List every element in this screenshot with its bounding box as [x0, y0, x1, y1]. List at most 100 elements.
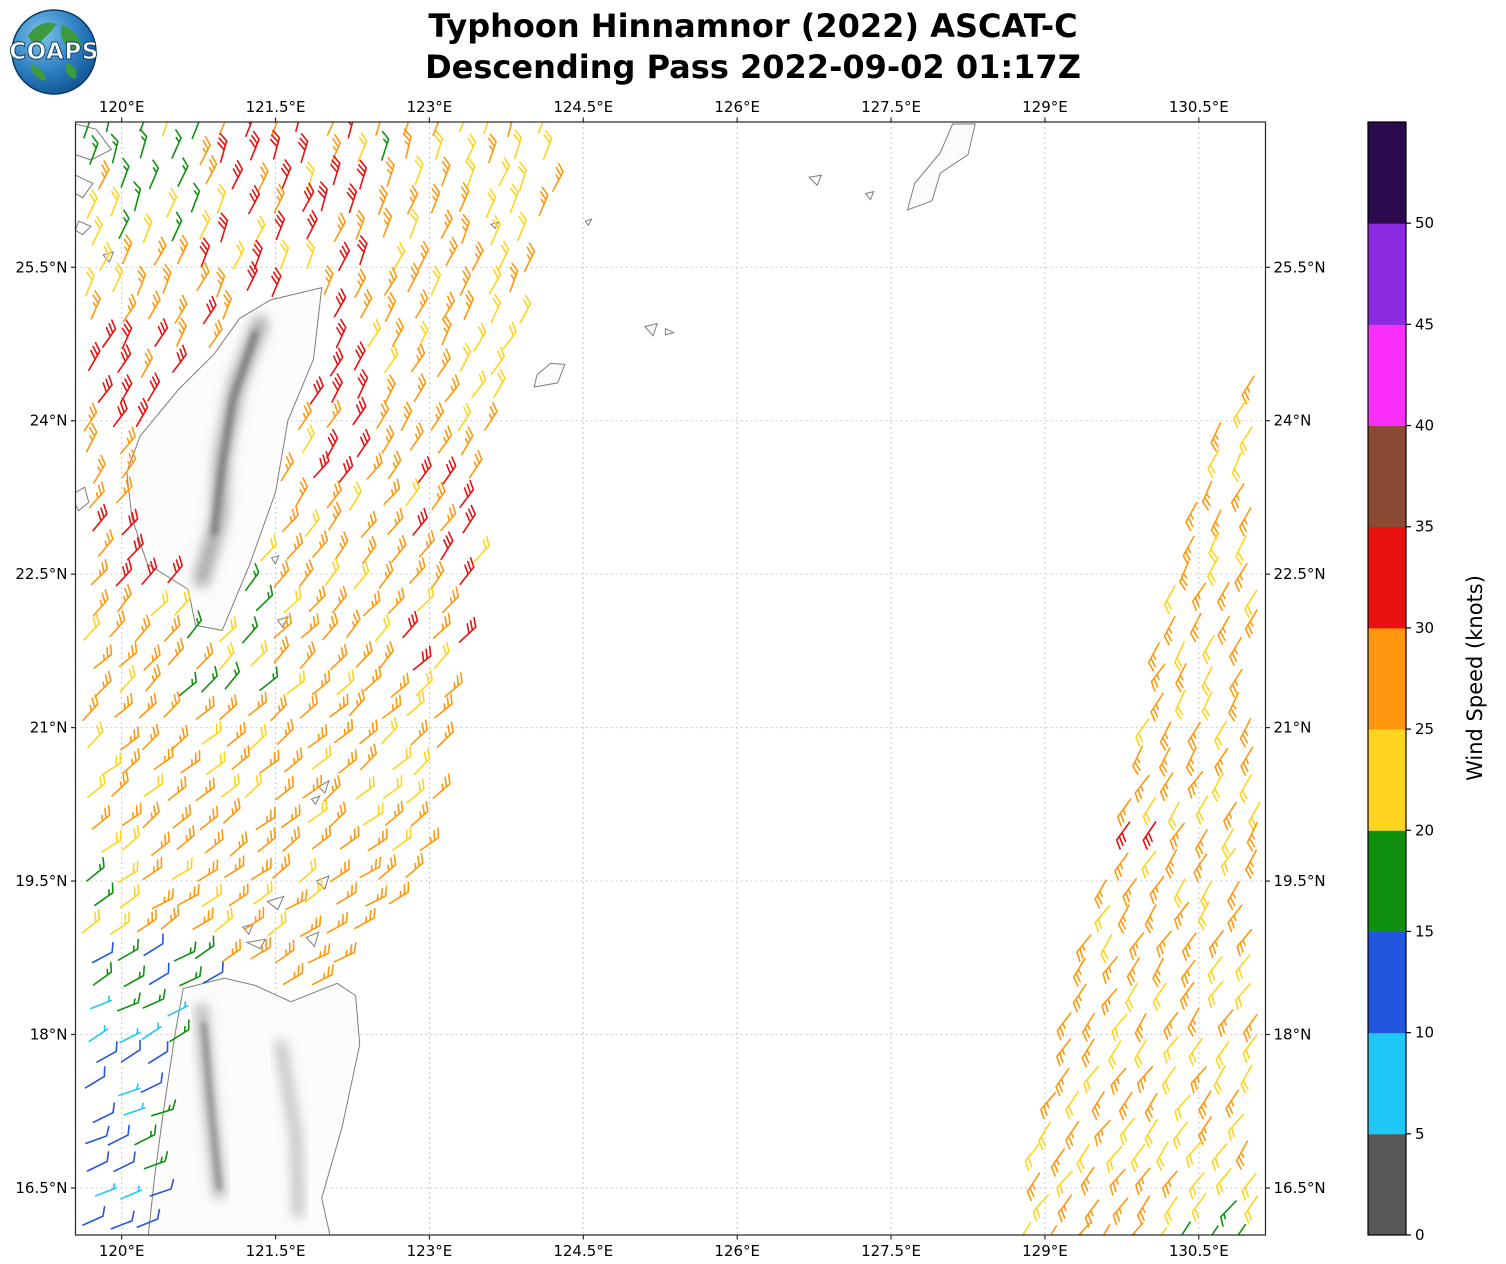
wind-barb [282, 962, 304, 986]
wind-barb [1202, 480, 1213, 511]
wind-barb [410, 719, 428, 746]
wind-barb [273, 612, 292, 639]
wind-barb [419, 827, 440, 852]
wind-barb [329, 643, 348, 671]
wind-barb [285, 889, 308, 911]
wind-barb [93, 644, 113, 669]
lat-tick-label-right: 19.5°N [1274, 872, 1326, 890]
wind-barb [1122, 877, 1137, 907]
wind-barb [337, 455, 354, 484]
wind-barb [299, 915, 322, 938]
wind-barb [173, 941, 197, 962]
wind-barb [1211, 1143, 1227, 1172]
wind-barb [1165, 848, 1178, 879]
terrain-shading [275, 1039, 304, 1219]
lat-tick-label-left: 24°N [30, 412, 68, 430]
wind-barb [1207, 556, 1219, 586]
wind-barb [122, 293, 137, 323]
wind-barb [1072, 957, 1086, 987]
wind-barb [120, 157, 130, 188]
wind-barb [1242, 1034, 1257, 1064]
wind-barb [459, 266, 471, 296]
lat-tick-label-right: 18°N [1274, 1025, 1312, 1043]
land-china-coast-1 [75, 124, 112, 160]
wind-barb [430, 561, 445, 590]
wind-barb [98, 160, 110, 190]
wind-barb [1056, 1170, 1073, 1198]
wind-barb [110, 1210, 135, 1230]
colorbar-tick-label: 0 [1415, 1226, 1425, 1244]
wind-barbs-layer-right [1017, 375, 1261, 1235]
wind-barb [391, 317, 405, 348]
wind-barb [163, 614, 181, 642]
wind-barb [311, 670, 331, 696]
wind-barb [1174, 1094, 1191, 1122]
wind-barb [471, 370, 487, 399]
wind-barb [86, 856, 105, 882]
wind-barb [1245, 849, 1258, 879]
wind-barb [244, 772, 263, 799]
wind-barb [413, 373, 427, 403]
wind-barb [219, 642, 235, 671]
wind-barb [1236, 928, 1253, 957]
plot-border [74, 121, 1267, 1236]
wind-barb [282, 826, 301, 852]
wind-barb [134, 614, 151, 643]
wind-barb [405, 477, 420, 507]
wind-barb [390, 672, 410, 698]
wind-barb [91, 941, 114, 964]
wind-barb [147, 290, 161, 320]
wind-barb [509, 262, 519, 293]
wind-barb [1110, 1067, 1127, 1096]
wind-barb [85, 1125, 110, 1145]
coastline-ishigaki [533, 362, 566, 388]
wind-barb [199, 805, 219, 831]
wind-barb [463, 290, 475, 320]
wind-barb [493, 368, 506, 399]
wind-barb [160, 904, 180, 930]
wind-barb [172, 344, 187, 373]
wind-barbs-layer-left [81, 122, 564, 1230]
wind-barb [359, 719, 378, 745]
wind-barb [224, 661, 241, 690]
wind-barb [458, 182, 470, 212]
logo-continent [28, 22, 56, 45]
wind-barb [257, 827, 277, 853]
wind-barb [442, 456, 457, 485]
wind-barb [257, 162, 269, 192]
wind-barb [1172, 1121, 1189, 1150]
wind-barb [162, 263, 172, 294]
wind-barb [118, 642, 138, 668]
lon-tick-label-bottom: 130.5°E [1169, 1242, 1229, 1260]
wind-barb [336, 669, 355, 696]
wind-barb [250, 640, 268, 667]
lon-tick-label-bottom: 123°E [407, 1242, 453, 1260]
wind-barb [273, 183, 285, 214]
colorbar-tick-label: 15 [1415, 922, 1434, 940]
wind-barb [402, 610, 419, 639]
wind-barb [137, 908, 157, 933]
wind-barb [487, 133, 497, 164]
wind-barb [412, 645, 432, 671]
wind-barb [1142, 797, 1156, 827]
wind-barb [141, 1022, 162, 1040]
wind-barb [436, 348, 451, 378]
wind-barb [309, 376, 324, 405]
wind-barb [179, 966, 202, 987]
wind-barb [138, 692, 157, 719]
wind-barb [490, 346, 506, 376]
wind-barb [1132, 745, 1143, 776]
wind-barb [167, 776, 187, 801]
wind-barb [284, 747, 303, 773]
wind-barb [1116, 798, 1132, 827]
wind-barb [117, 584, 132, 613]
wind-barb [353, 907, 376, 930]
wind-barb [384, 344, 399, 374]
wind-barb [384, 292, 397, 322]
wind-barb [136, 1208, 161, 1228]
wind-barb [384, 374, 396, 405]
wind-barb [204, 828, 224, 854]
wind-barb [1159, 772, 1174, 802]
land-babuyan-claro [316, 875, 329, 890]
wind-barb [167, 555, 184, 584]
